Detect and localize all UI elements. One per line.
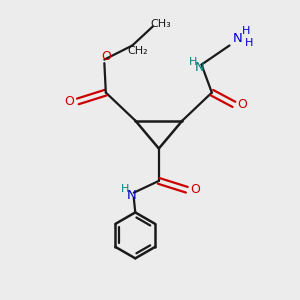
Text: N: N bbox=[127, 189, 137, 202]
Text: O: O bbox=[237, 98, 247, 111]
Text: O: O bbox=[101, 50, 111, 63]
Text: H: H bbox=[121, 184, 129, 194]
Text: H: H bbox=[245, 38, 254, 47]
Text: CH₂: CH₂ bbox=[127, 46, 148, 56]
Text: O: O bbox=[65, 95, 75, 108]
Text: N: N bbox=[195, 61, 205, 74]
Text: H: H bbox=[242, 26, 250, 36]
Text: O: O bbox=[190, 183, 200, 196]
Text: N: N bbox=[233, 32, 243, 46]
Text: CH₃: CH₃ bbox=[150, 19, 171, 29]
Text: H: H bbox=[188, 57, 197, 67]
